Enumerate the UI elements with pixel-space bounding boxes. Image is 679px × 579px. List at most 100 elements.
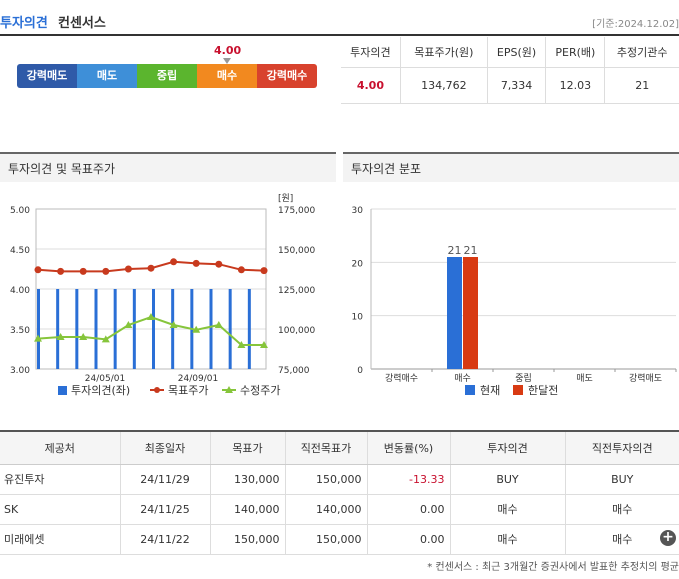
opinion-bar [228,289,232,369]
adjusted-price-point [79,333,88,340]
target-price-point [34,266,42,274]
legend-label: 목표주가 [168,384,208,397]
opinion-bar [171,289,175,369]
y-right-tick: 175,000 [278,206,315,216]
table-cell: 24/11/22 [120,524,211,555]
opinion-bar [152,289,155,369]
scale-segment: 강력매도 [17,64,77,88]
table-cell: 130,000 [210,464,286,495]
bar-value-label: 21 [448,244,462,257]
summary-header: PER(배) [545,37,606,68]
legend-label: 투자의견(좌) [71,384,130,397]
target-price-point [147,264,155,272]
table-cell: BUY [450,464,566,495]
target-price-point [57,267,65,275]
y-right-tick: 100,000 [278,326,315,336]
broker-table: 제공처 최종일자 목표가 직전목표가 변동률(%) 투자의견 직전투자의견 유진투자 24/1… [0,430,679,555]
adjusted-price-point [34,334,42,342]
summary-value: 134,762 [400,67,488,104]
y-left-tick: 3.50 [10,326,30,336]
opinion-bar [75,289,79,369]
distribution-bar [463,257,478,369]
table-header: 변동률(%) [367,430,451,465]
scale-segment: 강력매수 [257,64,317,88]
table-cell: 매수 [450,494,566,525]
opinion-bar [209,289,213,369]
target-price-point [79,267,87,275]
x-category-label: 매수 [454,373,471,384]
summary-value: 12.03 [545,67,606,104]
scale-value: 4.00 [214,44,242,57]
table-row: SK 24/11/25 140,000 140,000 0.00 매수 매수 [0,494,679,525]
target-price-point [260,267,268,275]
legend-circle-icon [154,387,160,393]
table-cell: 140,000 [210,494,286,525]
target-price-point [237,266,245,274]
table-cell: SK [0,494,121,525]
summary-value: 7,334 [487,67,547,104]
target-price-point [215,260,223,268]
y-tick: 0 [357,366,363,376]
table-row: 미래에셋 24/11/22 150,000 150,000 0.00 매수 매수 [0,524,679,555]
table-cell: 24/11/29 [120,464,211,495]
scale-segment: 매수 [197,64,257,88]
summary-header: 투자의견 [341,37,401,68]
opinion-scale: 4.00 강력매도 매도 중립 매수 강력매수 [17,44,317,94]
y-tick: 30 [352,206,364,216]
table-cell: -13.33 [367,464,451,495]
opinion-target-chart: 5.00 4.50 4.00 3.50 3.00 175,000 150,000 125,00… [10,193,316,397]
adjusted-price-point [147,313,155,320]
table-cell: 150,000 [210,524,286,555]
adjusted-price-point [192,325,201,333]
title-opinion: 투자의견 [0,16,48,31]
table-cell: 140,000 [285,494,368,525]
table-header: 직전목표가 [285,430,368,465]
table-cell: BUY [565,464,679,495]
distribution-bar [447,257,462,369]
target-price-point [170,258,178,266]
y-right-tick: 75,000 [278,366,310,376]
x-category-label: 매도 [576,373,593,384]
panel-title-opinion-target: 투자의견 및 목표주가 [0,152,336,182]
adjusted-price-point [56,333,65,340]
y-tick: 10 [352,313,364,323]
x-category-label: 중립 [515,373,532,384]
footnote: * 컨센서스 : 최근 3개월간 증권사에서 발표한 추정치의 평균 [427,562,679,573]
base-date: [기준:2024.12.02] [592,19,679,30]
x-tick: 24/05/01 [85,374,125,384]
table-header: 목표가 [210,430,286,465]
title-consensus: 컨센서스 [58,16,106,31]
panel-title-distribution: 투자의견 분포 [343,152,679,182]
table-row: 유진투자 24/11/29 130,000 150,000 -13.33 BUY BUY [0,464,679,495]
y-left-tick: 5.00 [10,206,30,216]
table-cell: 미래에셋 [0,524,121,555]
opinion-bar [132,289,136,369]
adjusted-price-point [260,341,268,348]
x-category-label: 강력매수 [385,372,418,384]
y-left-tick: 3.00 [10,366,30,376]
y-right-unit: [원] [278,193,293,204]
table-cell: 매수 [565,494,679,525]
opinion-bar [94,289,98,369]
header: 투자의견 컨센서스 [기준:2024.12.02] [0,0,679,36]
opinion-bar [56,289,60,369]
table-cell: 0.00 [367,524,451,555]
plot-frame [35,208,267,370]
y-right-tick: 125,000 [278,286,315,296]
table-cell: 매수 [450,524,566,555]
table-cell: 24/11/25 [120,494,211,525]
x-category-label: 강력매도 [629,372,662,384]
table-cell: 0.00 [367,494,451,525]
adjusted-price-point [237,341,246,348]
legend-square-icon [513,385,523,395]
summary-value: 21 [604,67,679,104]
table-header: 제공처 [0,430,121,465]
adjusted-price-point [214,321,223,328]
target-price-point [192,259,200,267]
x-tick: 24/09/01 [178,374,218,384]
more-plus-icon[interactable]: + [660,530,676,546]
table-cell: 150,000 [285,464,368,495]
scale-segment: 매도 [77,64,137,88]
y-left-tick: 4.50 [10,246,30,256]
table-cell: 유진투자 [0,464,121,495]
